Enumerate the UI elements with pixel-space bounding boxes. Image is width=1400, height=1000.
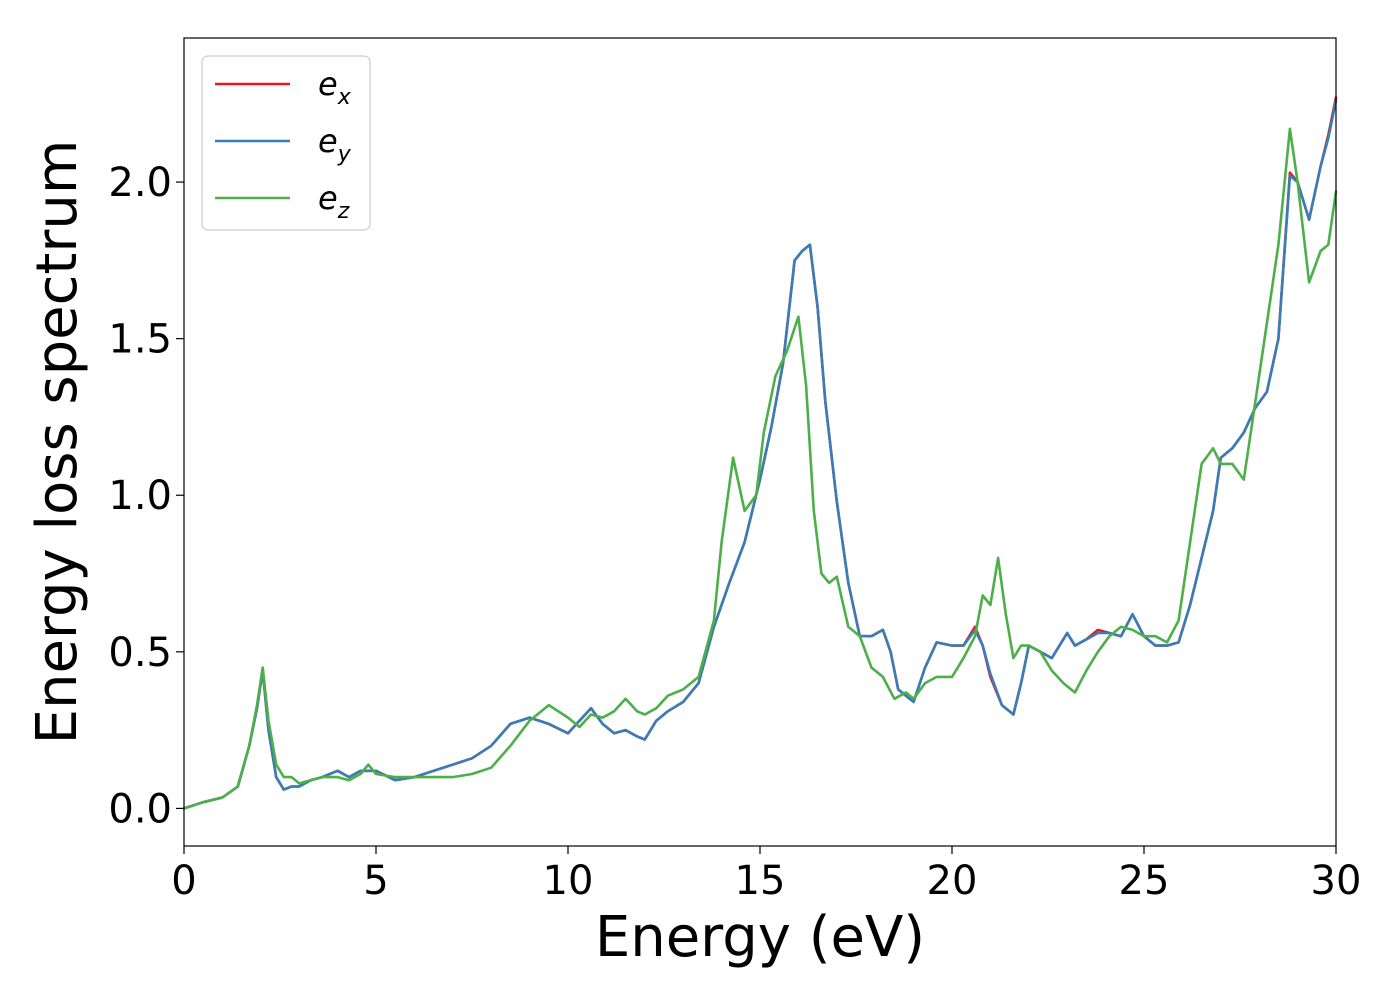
y-axis: 0.0 0.5 1.0 1.5 2.0 [108,160,184,832]
x-tick-label: 25 [1119,858,1170,904]
legend-label: ey [318,122,352,167]
legend-label: ex [318,65,352,110]
legend-frame [201,55,371,231]
y-tick-label: 2.0 [108,160,172,206]
legend-label: ez [318,179,350,224]
x-tick-label: 5 [363,858,388,904]
x-axis-title: Energy (eV) [595,905,925,970]
y-tick-label: 1.0 [108,473,172,519]
y-tick-label: 0.5 [108,630,172,676]
y-tick-label: 1.5 [108,317,172,363]
legend: ex ey ez [201,55,371,231]
x-tick-label: 15 [735,858,786,904]
x-tick-label: 20 [927,858,978,904]
x-tick-label: 0 [171,858,196,904]
legend-items: ex ey ez [215,65,352,224]
series-line-e-z [182,127,1338,810]
series-layer [182,96,1338,810]
y-axis-title: Energy loss spectrum [25,140,90,745]
x-tick-label: 30 [1311,858,1362,904]
y-tick-label: 0.0 [108,786,172,832]
x-axis: 0 5 10 15 20 25 30 [171,846,1361,904]
x-tick-label: 10 [543,858,594,904]
series-line-e-y [182,99,1338,810]
